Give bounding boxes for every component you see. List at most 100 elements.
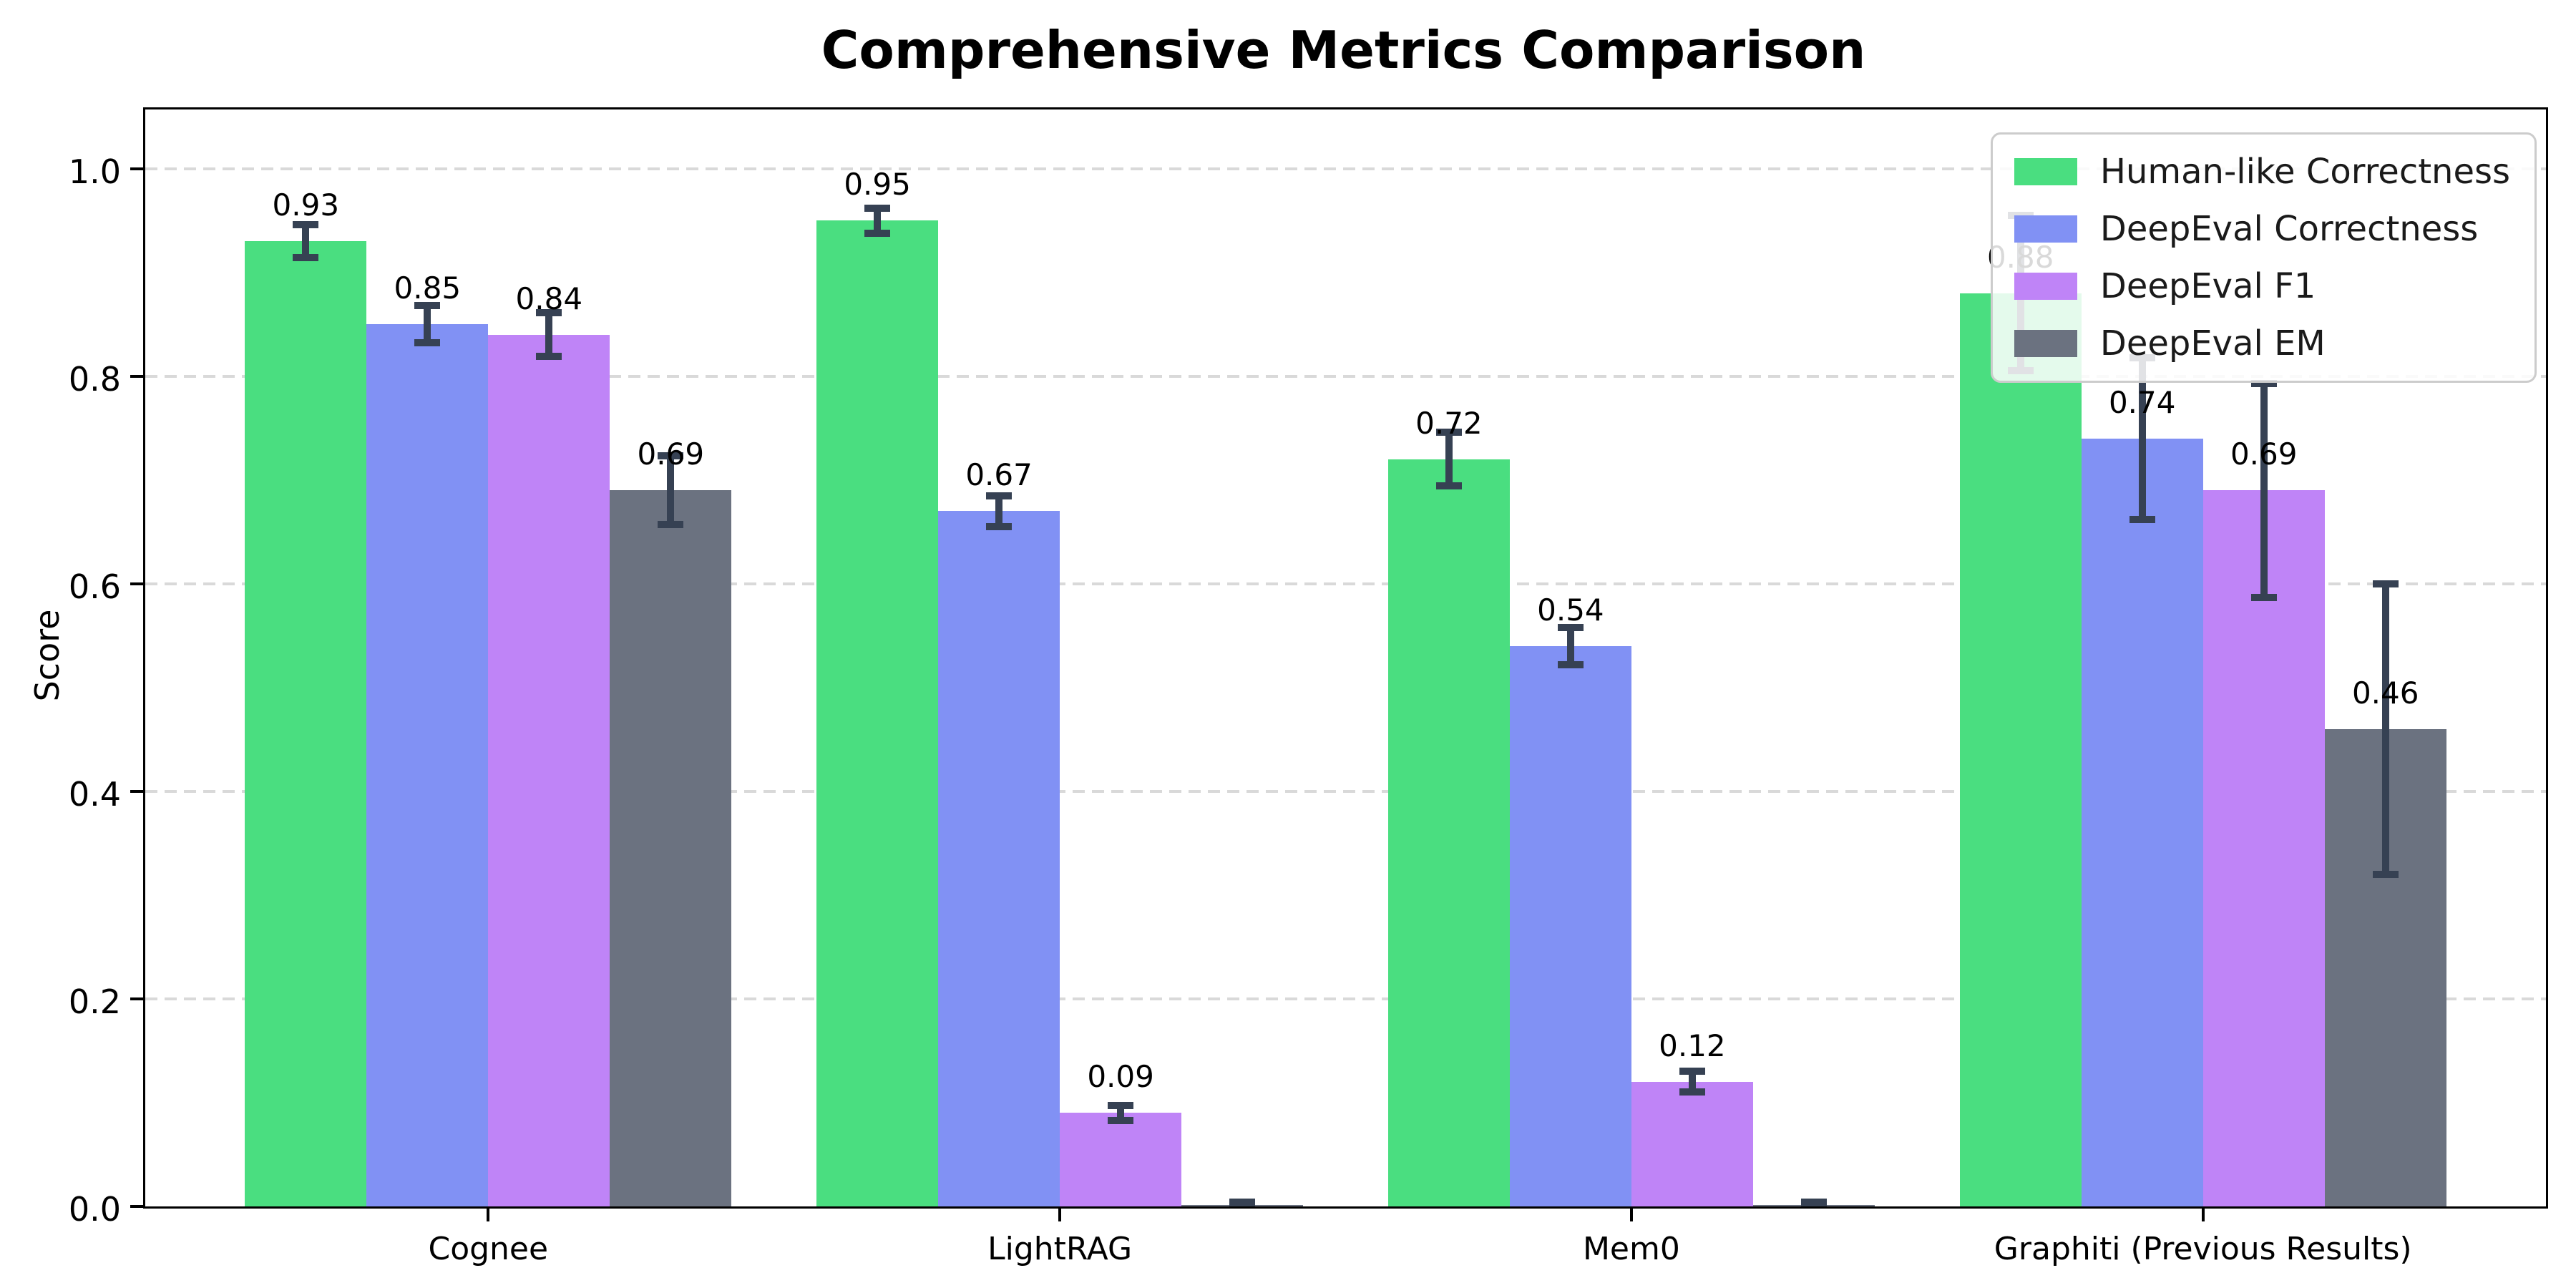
x-tick	[1629, 1209, 1633, 1221]
legend-label: DeepEval EM	[2099, 323, 2326, 364]
error-bar	[2260, 383, 2268, 597]
x-tick-label: LightRAG	[987, 1231, 1133, 1267]
error-bar-cap	[536, 353, 562, 361]
error-bar	[667, 456, 675, 525]
y-tick-label: 0.0	[68, 1190, 121, 1229]
bar	[1387, 459, 1510, 1206]
value-label: 0.85	[394, 270, 462, 306]
bar	[610, 490, 732, 1206]
legend-swatch	[2014, 158, 2077, 185]
legend-swatch	[2014, 330, 2077, 357]
bar	[1060, 1113, 1182, 1206]
error-bar	[424, 306, 431, 343]
x-tick	[487, 1209, 490, 1221]
legend-swatch	[2014, 273, 2077, 300]
value-label: 0.72	[1415, 405, 1483, 441]
error-bar-cap	[1435, 429, 1462, 436]
gridline	[145, 582, 2546, 585]
x-tick	[1058, 1209, 1062, 1221]
bar	[2202, 490, 2325, 1206]
error-bar-cap	[1800, 1199, 1827, 1206]
value-label: 0.09	[1087, 1059, 1154, 1095]
value-label: 0.12	[1659, 1028, 1726, 1063]
error-bar-cap	[1229, 1199, 1256, 1206]
bar	[1959, 293, 2082, 1206]
error-bar-cap	[1557, 660, 1584, 668]
error-bar-cap	[986, 492, 1013, 499]
bar	[488, 334, 610, 1206]
bar	[816, 220, 939, 1206]
legend: Human-like Correctness DeepEval Correctne…	[1990, 132, 2537, 383]
value-label: 0.69	[2230, 436, 2298, 472]
legend-label: DeepEval Correctness	[2099, 209, 2479, 249]
value-label: 0.95	[844, 167, 911, 203]
y-tick-label: 0.8	[68, 359, 121, 399]
error-bar-cap	[536, 309, 562, 317]
error-bar-cap	[2250, 379, 2277, 387]
error-bar	[302, 225, 310, 258]
error-bar-cap	[293, 221, 319, 228]
error-bar	[1445, 432, 1453, 487]
error-bar	[995, 495, 1003, 527]
error-bar	[2138, 357, 2146, 519]
gridline	[145, 997, 2546, 1000]
legend-label: DeepEval F1	[2099, 266, 2316, 306]
error-bar-cap	[1435, 482, 1462, 490]
y-tick-label: 0.2	[68, 982, 121, 1021]
gridline	[145, 374, 2546, 378]
chart-title: Comprehensive Metrics Comparison	[821, 20, 1866, 80]
legend-row: Human-like Correctness	[2014, 152, 2510, 192]
bar	[1631, 1081, 1753, 1206]
legend-row: DeepEval F1	[2014, 266, 2510, 306]
error-bar-cap	[2372, 580, 2399, 587]
error-bar-cap	[293, 254, 319, 262]
x-tick-label: Graphiti (Previous Results)	[1994, 1231, 2412, 1267]
x-tick-label: Mem0	[1582, 1231, 1680, 1267]
y-tick-label: 1.0	[68, 152, 121, 191]
y-tick-label: 0.4	[68, 774, 121, 814]
bar	[366, 324, 489, 1206]
y-tick	[130, 167, 143, 170]
gridline	[145, 789, 2546, 793]
error-bar-cap	[1679, 1088, 1705, 1096]
error-bar	[1117, 1106, 1125, 1121]
bar	[2081, 438, 2203, 1206]
value-label: 0.69	[637, 436, 705, 472]
value-label: 0.46	[2351, 675, 2419, 711]
value-label: 0.67	[965, 457, 1033, 493]
error-bar	[545, 313, 553, 357]
error-bar	[1566, 627, 1574, 665]
error-bar-cap	[1557, 623, 1584, 631]
value-label: 0.93	[272, 187, 340, 223]
y-axis-label: Score	[28, 609, 67, 702]
bar	[245, 241, 367, 1206]
value-label: 0.54	[1537, 592, 1604, 628]
legend-swatch	[2014, 215, 2077, 243]
error-bar	[2381, 583, 2389, 874]
x-tick	[2201, 1209, 2205, 1221]
error-bar-cap	[414, 339, 441, 347]
legend-label: Human-like Correctness	[2099, 152, 2510, 192]
y-tick	[130, 374, 143, 378]
error-bar	[1688, 1071, 1696, 1093]
gridline	[145, 167, 2546, 170]
legend-row: DeepEval Correctness	[2014, 209, 2510, 249]
y-tick	[130, 997, 143, 1000]
error-bar-cap	[2129, 515, 2155, 523]
error-bar	[874, 208, 882, 233]
error-bar-cap	[1108, 1116, 1134, 1124]
error-bar-cap	[864, 204, 891, 212]
bar	[1509, 645, 1631, 1206]
x-tick-label: Cognee	[428, 1231, 549, 1267]
y-tick	[130, 582, 143, 585]
value-label: 0.84	[515, 280, 583, 316]
value-label: 0.74	[2108, 384, 2176, 420]
error-bar-cap	[2372, 870, 2399, 878]
error-bar-cap	[1108, 1102, 1134, 1110]
error-bar-cap	[414, 302, 441, 310]
bar	[938, 511, 1060, 1206]
error-bar-cap	[864, 229, 891, 237]
error-bar-cap	[2250, 593, 2277, 601]
y-tick	[130, 1205, 143, 1208]
